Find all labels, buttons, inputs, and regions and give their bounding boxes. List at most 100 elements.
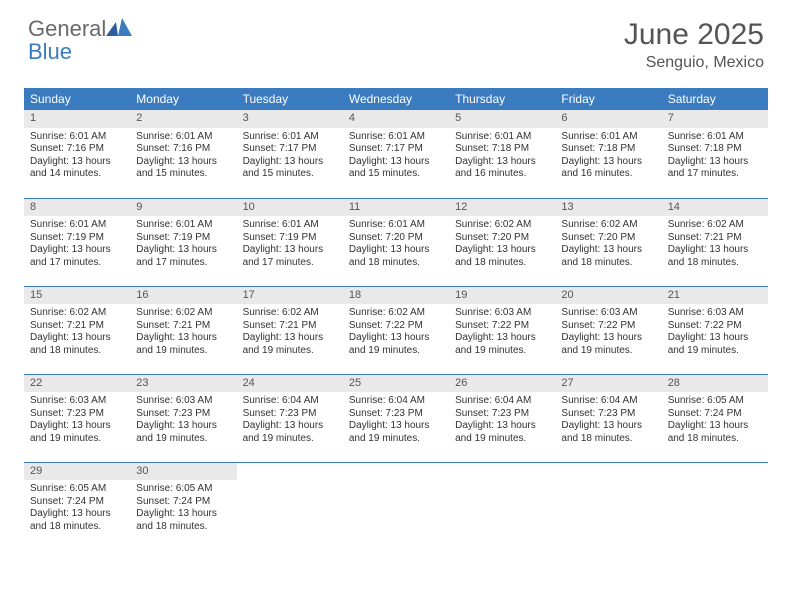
calendar-cell: 7Sunrise: 6:01 AMSunset: 7:18 PMDaylight… — [662, 110, 768, 198]
sunrise-line: Sunrise: 6:02 AM — [455, 219, 549, 232]
day-number: 3 — [237, 110, 343, 128]
daylight-line: Daylight: 13 hours and 19 minutes. — [561, 332, 655, 357]
day-number: 24 — [237, 375, 343, 393]
daylight-line: Daylight: 13 hours and 19 minutes. — [349, 420, 443, 445]
calendar-table: Sunday Monday Tuesday Wednesday Thursday… — [24, 88, 768, 550]
day-number: 18 — [343, 287, 449, 305]
day-body: Sunrise: 6:01 AMSunset: 7:19 PMDaylight:… — [24, 216, 130, 273]
day-body: Sunrise: 6:01 AMSunset: 7:16 PMDaylight:… — [24, 128, 130, 185]
sunset-line: Sunset: 7:21 PM — [243, 320, 337, 333]
sunrise-line: Sunrise: 6:02 AM — [561, 219, 655, 232]
day-header-row: Sunday Monday Tuesday Wednesday Thursday… — [24, 88, 768, 110]
sunrise-line: Sunrise: 6:03 AM — [561, 307, 655, 320]
logo: General Blue — [28, 18, 132, 64]
sunrise-line: Sunrise: 6:02 AM — [243, 307, 337, 320]
day-header: Sunday — [24, 88, 130, 110]
day-number: 4 — [343, 110, 449, 128]
day-body: Sunrise: 6:03 AMSunset: 7:22 PMDaylight:… — [662, 304, 768, 361]
day-number: 23 — [130, 375, 236, 393]
calendar-cell: 6Sunrise: 6:01 AMSunset: 7:18 PMDaylight… — [555, 110, 661, 198]
sunrise-line: Sunrise: 6:03 AM — [136, 395, 230, 408]
sunrise-line: Sunrise: 6:03 AM — [668, 307, 762, 320]
sunset-line: Sunset: 7:22 PM — [349, 320, 443, 333]
day-body: Sunrise: 6:02 AMSunset: 7:20 PMDaylight:… — [449, 216, 555, 273]
calendar-row: 15Sunrise: 6:02 AMSunset: 7:21 PMDayligh… — [24, 286, 768, 374]
daylight-line: Daylight: 13 hours and 18 minutes. — [561, 244, 655, 269]
sunset-line: Sunset: 7:19 PM — [136, 232, 230, 245]
daylight-line: Daylight: 13 hours and 17 minutes. — [136, 244, 230, 269]
sunrise-line: Sunrise: 6:01 AM — [243, 131, 337, 144]
daylight-line: Daylight: 13 hours and 17 minutes. — [243, 244, 337, 269]
day-number: 19 — [449, 287, 555, 305]
sunset-line: Sunset: 7:23 PM — [136, 408, 230, 421]
calendar-row: 1Sunrise: 6:01 AMSunset: 7:16 PMDaylight… — [24, 110, 768, 198]
sunset-line: Sunset: 7:23 PM — [243, 408, 337, 421]
sunrise-line: Sunrise: 6:02 AM — [30, 307, 124, 320]
daylight-line: Daylight: 13 hours and 15 minutes. — [243, 156, 337, 181]
day-number: 17 — [237, 287, 343, 305]
day-number: 2 — [130, 110, 236, 128]
sunrise-line: Sunrise: 6:01 AM — [136, 131, 230, 144]
sunrise-line: Sunrise: 6:02 AM — [349, 307, 443, 320]
daylight-line: Daylight: 13 hours and 19 minutes. — [30, 420, 124, 445]
sunset-line: Sunset: 7:17 PM — [243, 143, 337, 156]
calendar-cell: 16Sunrise: 6:02 AMSunset: 7:21 PMDayligh… — [130, 286, 236, 374]
day-number: 20 — [555, 287, 661, 305]
day-header: Saturday — [662, 88, 768, 110]
calendar-row: 8Sunrise: 6:01 AMSunset: 7:19 PMDaylight… — [24, 198, 768, 286]
day-body: Sunrise: 6:02 AMSunset: 7:21 PMDaylight:… — [237, 304, 343, 361]
day-number: 29 — [24, 463, 130, 481]
sunrise-line: Sunrise: 6:01 AM — [349, 131, 443, 144]
sunrise-line: Sunrise: 6:02 AM — [668, 219, 762, 232]
day-body: Sunrise: 6:01 AMSunset: 7:17 PMDaylight:… — [237, 128, 343, 185]
calendar-cell: 9Sunrise: 6:01 AMSunset: 7:19 PMDaylight… — [130, 198, 236, 286]
day-number: 5 — [449, 110, 555, 128]
sunset-line: Sunset: 7:22 PM — [668, 320, 762, 333]
logo-word-2: Blue — [28, 39, 72, 64]
sunset-line: Sunset: 7:20 PM — [455, 232, 549, 245]
sunrise-line: Sunrise: 6:04 AM — [349, 395, 443, 408]
daylight-line: Daylight: 13 hours and 18 minutes. — [668, 244, 762, 269]
day-body: Sunrise: 6:04 AMSunset: 7:23 PMDaylight:… — [343, 392, 449, 449]
calendar-cell: 24Sunrise: 6:04 AMSunset: 7:23 PMDayligh… — [237, 374, 343, 462]
daylight-line: Daylight: 13 hours and 14 minutes. — [30, 156, 124, 181]
calendar-cell: 25Sunrise: 6:04 AMSunset: 7:23 PMDayligh… — [343, 374, 449, 462]
logo-word-1: General — [28, 16, 106, 41]
day-body: Sunrise: 6:02 AMSunset: 7:22 PMDaylight:… — [343, 304, 449, 361]
sunrise-line: Sunrise: 6:01 AM — [30, 131, 124, 144]
calendar-cell: 10Sunrise: 6:01 AMSunset: 7:19 PMDayligh… — [237, 198, 343, 286]
day-number: 1 — [24, 110, 130, 128]
day-body: Sunrise: 6:03 AMSunset: 7:22 PMDaylight:… — [555, 304, 661, 361]
calendar-cell: 30Sunrise: 6:05 AMSunset: 7:24 PMDayligh… — [130, 462, 236, 550]
calendar-cell: 27Sunrise: 6:04 AMSunset: 7:23 PMDayligh… — [555, 374, 661, 462]
header: General Blue June 2025 Senguio, Mexico — [0, 0, 792, 80]
day-body: Sunrise: 6:05 AMSunset: 7:24 PMDaylight:… — [130, 480, 236, 537]
daylight-line: Daylight: 13 hours and 19 minutes. — [243, 420, 337, 445]
day-body: Sunrise: 6:02 AMSunset: 7:21 PMDaylight:… — [662, 216, 768, 273]
day-number: 13 — [555, 199, 661, 217]
daylight-line: Daylight: 13 hours and 19 minutes. — [136, 420, 230, 445]
sunset-line: Sunset: 7:18 PM — [455, 143, 549, 156]
day-body: Sunrise: 6:01 AMSunset: 7:18 PMDaylight:… — [662, 128, 768, 185]
day-body: Sunrise: 6:03 AMSunset: 7:23 PMDaylight:… — [24, 392, 130, 449]
sunset-line: Sunset: 7:16 PM — [30, 143, 124, 156]
logo-mark-icon — [106, 18, 132, 36]
sunset-line: Sunset: 7:21 PM — [30, 320, 124, 333]
sunset-line: Sunset: 7:21 PM — [668, 232, 762, 245]
daylight-line: Daylight: 13 hours and 17 minutes. — [30, 244, 124, 269]
day-body: Sunrise: 6:02 AMSunset: 7:21 PMDaylight:… — [24, 304, 130, 361]
calendar-cell: 13Sunrise: 6:02 AMSunset: 7:20 PMDayligh… — [555, 198, 661, 286]
calendar-cell: 1Sunrise: 6:01 AMSunset: 7:16 PMDaylight… — [24, 110, 130, 198]
sunset-line: Sunset: 7:23 PM — [349, 408, 443, 421]
sunset-line: Sunset: 7:21 PM — [136, 320, 230, 333]
sunrise-line: Sunrise: 6:03 AM — [30, 395, 124, 408]
calendar-cell: 18Sunrise: 6:02 AMSunset: 7:22 PMDayligh… — [343, 286, 449, 374]
sunrise-line: Sunrise: 6:01 AM — [243, 219, 337, 232]
sunrise-line: Sunrise: 6:01 AM — [455, 131, 549, 144]
calendar-cell — [343, 462, 449, 550]
sunset-line: Sunset: 7:24 PM — [136, 496, 230, 509]
calendar-cell: 22Sunrise: 6:03 AMSunset: 7:23 PMDayligh… — [24, 374, 130, 462]
day-header: Monday — [130, 88, 236, 110]
sunrise-line: Sunrise: 6:01 AM — [136, 219, 230, 232]
day-number: 10 — [237, 199, 343, 217]
